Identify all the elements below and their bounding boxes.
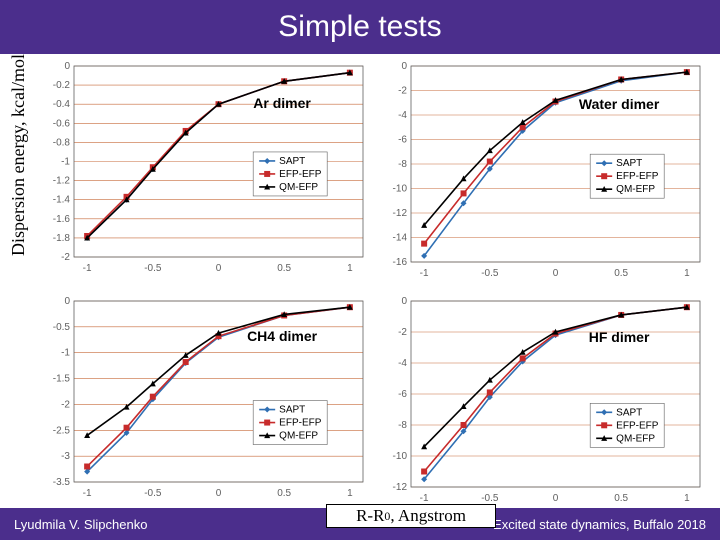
svg-text:0.5: 0.5 bbox=[277, 488, 291, 499]
footer-author: Lyudmila V. Slipchenko bbox=[14, 517, 147, 532]
svg-text:0: 0 bbox=[401, 61, 407, 72]
svg-text:SAPT: SAPT bbox=[279, 405, 305, 416]
svg-text:0: 0 bbox=[401, 296, 407, 307]
chart-hf-dimer: 0 -2 -4 -6 -8 -10 -12 -1 -0.5 0 0.5 1 HF dimer SAPT EF… bbox=[379, 295, 706, 514]
svg-text:QM-EFP: QM-EFP bbox=[616, 184, 655, 195]
svg-text:1: 1 bbox=[684, 268, 690, 279]
x-axis-label: R-R0, Angstrom bbox=[326, 504, 496, 528]
svg-text:EFP-EFP: EFP-EFP bbox=[616, 171, 659, 182]
svg-text:-0.5: -0.5 bbox=[53, 322, 71, 333]
chart-grid: 0 -0.2 -0.4 -0.6 -0.8 -1 -1.2 -1.4 -1.6 -1.8 -2 -1 -… bbox=[42, 60, 706, 504]
svg-text:QM-EFP: QM-EFP bbox=[279, 182, 318, 193]
svg-text:-3.5: -3.5 bbox=[53, 477, 71, 488]
svg-text:-1: -1 bbox=[83, 488, 92, 499]
svg-text:-1: -1 bbox=[420, 268, 429, 279]
svg-text:-10: -10 bbox=[393, 184, 408, 195]
svg-text:0: 0 bbox=[216, 263, 222, 274]
svg-text:0: 0 bbox=[553, 493, 559, 504]
svg-text:SAPT: SAPT bbox=[279, 156, 305, 167]
svg-text:-0.5: -0.5 bbox=[481, 493, 499, 504]
svg-text:-1.2: -1.2 bbox=[53, 176, 71, 187]
svg-text:EFP-EFP: EFP-EFP bbox=[279, 418, 322, 429]
svg-text:-1: -1 bbox=[420, 493, 429, 504]
svg-text:0: 0 bbox=[64, 61, 70, 72]
svg-text:-12: -12 bbox=[393, 482, 408, 493]
footer-venue: Excited state dynamics, Buffalo 2018 bbox=[493, 517, 706, 532]
svg-text:-1: -1 bbox=[83, 263, 92, 274]
svg-text:-0.2: -0.2 bbox=[53, 80, 71, 91]
svg-text:-4: -4 bbox=[398, 110, 407, 121]
svg-text:-12: -12 bbox=[393, 208, 408, 219]
svg-text:-0.4: -0.4 bbox=[53, 99, 71, 110]
svg-text:Water dimer: Water dimer bbox=[579, 96, 660, 112]
svg-text:Ar dimer: Ar dimer bbox=[253, 95, 311, 111]
chart-water-dimer: 0 -2 -4 -6 -8 -10 -12 -14 -16 -1 -0.5 0 0.5 1 Water di… bbox=[379, 60, 706, 289]
svg-text:0: 0 bbox=[553, 268, 559, 279]
y-axis-label: Dispersion energy, kcal/mol bbox=[8, 30, 29, 280]
svg-text:-1.4: -1.4 bbox=[53, 195, 71, 206]
svg-text:-2: -2 bbox=[398, 327, 407, 338]
svg-text:0: 0 bbox=[64, 296, 70, 307]
svg-text:-4: -4 bbox=[398, 358, 407, 369]
svg-text:-1: -1 bbox=[61, 157, 70, 168]
svg-text:-1.8: -1.8 bbox=[53, 233, 71, 244]
svg-text:-0.5: -0.5 bbox=[144, 263, 162, 274]
svg-text:EFP-EFP: EFP-EFP bbox=[616, 420, 659, 431]
svg-text:1: 1 bbox=[347, 488, 353, 499]
svg-text:QM-EFP: QM-EFP bbox=[616, 433, 655, 444]
svg-text:-0.5: -0.5 bbox=[481, 268, 499, 279]
svg-text:-0.5: -0.5 bbox=[144, 488, 162, 499]
svg-text:-6: -6 bbox=[398, 389, 407, 400]
svg-text:-1.6: -1.6 bbox=[53, 214, 71, 225]
svg-text:0.5: 0.5 bbox=[614, 268, 628, 279]
svg-text:0.5: 0.5 bbox=[614, 493, 628, 504]
svg-text:-10: -10 bbox=[393, 451, 408, 462]
svg-text:QM-EFP: QM-EFP bbox=[279, 431, 318, 442]
svg-text:-1.5: -1.5 bbox=[53, 374, 71, 385]
svg-text:-2: -2 bbox=[61, 252, 70, 263]
svg-text:-16: -16 bbox=[393, 257, 408, 268]
svg-text:-2: -2 bbox=[398, 86, 407, 97]
chart-ar-dimer: 0 -0.2 -0.4 -0.6 -0.8 -1 -1.2 -1.4 -1.6 -1.8 -2 -1 -… bbox=[42, 60, 369, 289]
svg-text:1: 1 bbox=[347, 263, 353, 274]
svg-text:-6: -6 bbox=[398, 135, 407, 146]
svg-text:EFP-EFP: EFP-EFP bbox=[279, 169, 322, 180]
chart-ch4-dimer: 0 -0.5 -1 -1.5 -2 -2.5 -3 -3.5 -1 -0.5 0 0.5 1 CH4 di… bbox=[42, 295, 369, 514]
svg-text:SAPT: SAPT bbox=[616, 407, 642, 418]
svg-text:-0.8: -0.8 bbox=[53, 137, 71, 148]
svg-text:1: 1 bbox=[684, 493, 690, 504]
page-title: Simple tests bbox=[278, 10, 441, 44]
svg-text:-8: -8 bbox=[398, 159, 407, 170]
svg-text:-0.6: -0.6 bbox=[53, 118, 71, 129]
svg-text:-1: -1 bbox=[61, 348, 70, 359]
svg-text:CH4 dimer: CH4 dimer bbox=[247, 328, 318, 344]
svg-text:0.5: 0.5 bbox=[277, 263, 291, 274]
svg-text:0: 0 bbox=[216, 488, 222, 499]
svg-text:-14: -14 bbox=[393, 233, 408, 244]
svg-text:-2.5: -2.5 bbox=[53, 425, 71, 436]
svg-text:-3: -3 bbox=[61, 451, 70, 462]
svg-text:SAPT: SAPT bbox=[616, 158, 642, 169]
title-bar: Simple tests bbox=[0, 0, 720, 54]
svg-text:-2: -2 bbox=[61, 399, 70, 410]
svg-text:-8: -8 bbox=[398, 420, 407, 431]
svg-text:HF dimer: HF dimer bbox=[589, 329, 650, 345]
